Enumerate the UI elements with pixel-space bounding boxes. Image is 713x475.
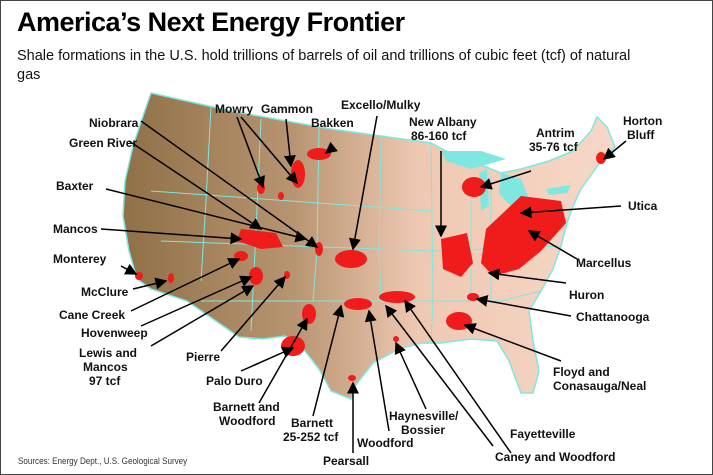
label-marcellus: Marcellus <box>576 256 632 270</box>
label-barnett: Barnett 25-252 tcf <box>283 416 339 444</box>
map-subtitle: Shale formations in the U.S. hold trilli… <box>17 48 631 83</box>
label-floyd-conasauga: Floyd and Conasauga/Neal <box>553 365 646 393</box>
map-title: America’s Next Energy Frontier <box>17 7 405 37</box>
label-excello-mulky: Excello/Mulky <box>341 98 421 112</box>
label-mancos: Mancos <box>53 222 98 236</box>
label-bakken: Bakken <box>311 116 354 130</box>
label-haynesville-bossier: Haynesville/Bossier <box>389 409 459 437</box>
label-chattanooga: Chattanooga <box>576 310 650 324</box>
label-barnett-woodford: Barnett and Woodford <box>213 400 280 428</box>
label-cane-creek: Cane Creek <box>59 308 125 322</box>
leader-lines <box>100 115 627 454</box>
label-utica: Utica <box>628 199 658 213</box>
label-pearsall: Pearsall <box>323 454 369 468</box>
label-niobrara: Niobrara <box>89 116 139 130</box>
label-lewis-mancos: Lewis and Mancos 97 tcf <box>79 346 137 388</box>
label-baxter: Baxter <box>56 179 94 193</box>
label-green-river: Green River <box>69 136 137 150</box>
label-antrim: Antrim 35-76 tcf <box>529 126 579 154</box>
formation-labels: Niobrara Green River Baxter Mancos Monte… <box>53 98 662 468</box>
label-pierre: Pierre <box>186 350 220 364</box>
label-fayetteville: Fayetteville <box>510 427 576 441</box>
label-monterey: Monterey <box>53 252 107 266</box>
label-huron: Huron <box>569 288 604 302</box>
label-gammon: Gammon <box>261 102 313 116</box>
label-horton-bluff: Horton Bluff <box>623 114 662 142</box>
source-note: Sources: Energy Dept., U.S. Geological S… <box>18 456 188 467</box>
label-caney-woodford: Caney and Woodford <box>495 450 615 464</box>
label-mowry: Mowry <box>215 102 253 116</box>
label-palo-duro: Palo Duro <box>206 374 263 388</box>
label-hovenweep: Hovenweep <box>81 326 148 340</box>
label-new-albany: New Albany 86-160 tcf <box>409 115 477 143</box>
label-mcclure: McClure <box>81 285 129 299</box>
label-woodford: Woodford <box>357 436 413 450</box>
